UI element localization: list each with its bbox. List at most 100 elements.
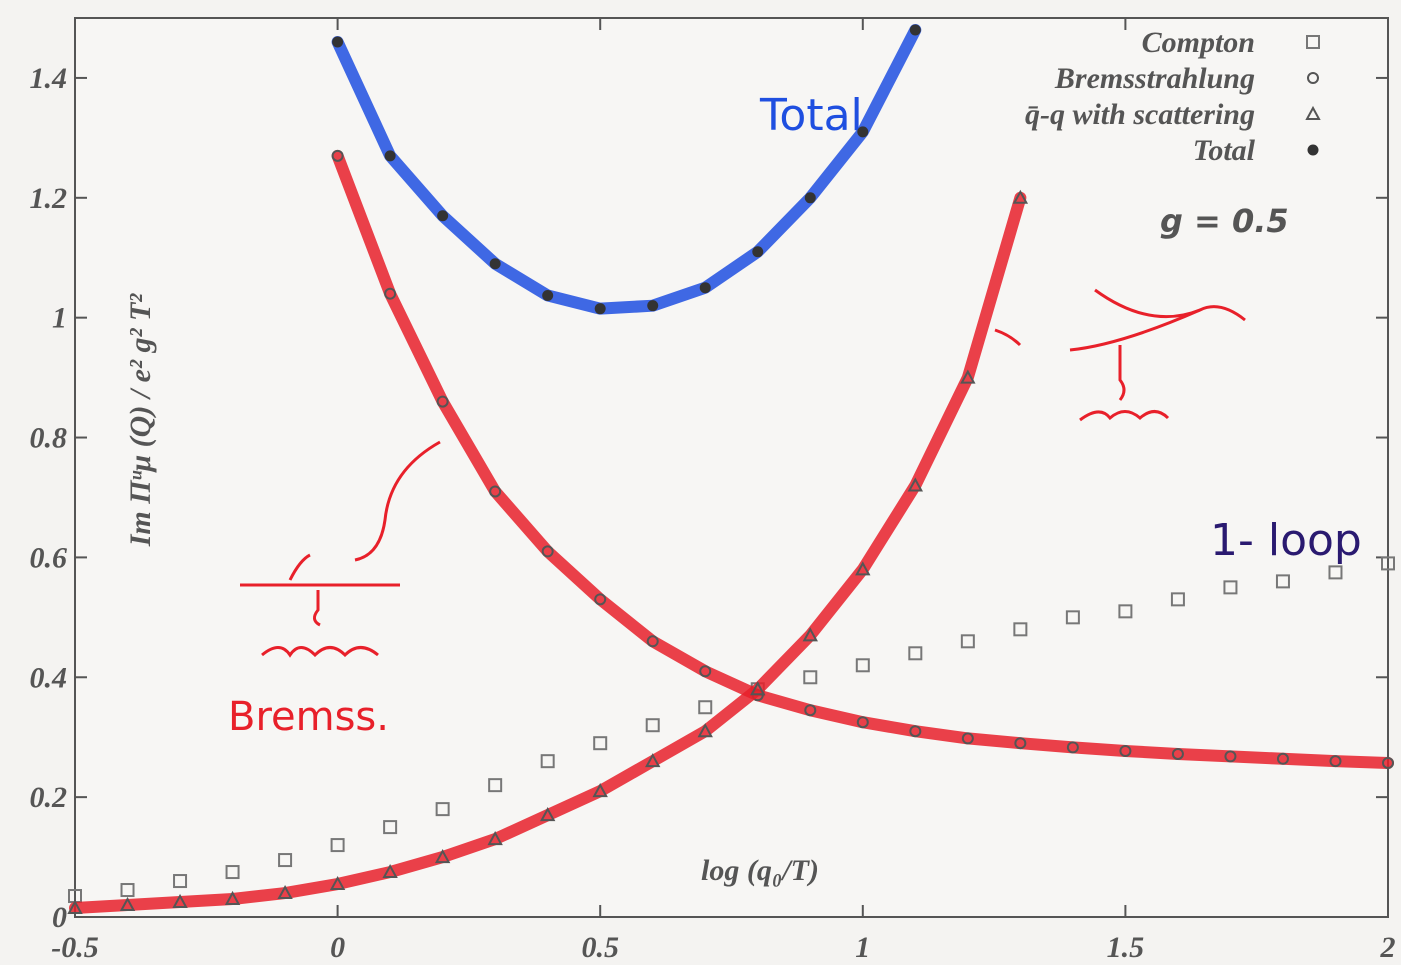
marker bbox=[1328, 565, 1343, 580]
x-tick-label: 1.5 bbox=[1107, 931, 1145, 964]
marker bbox=[224, 890, 241, 906]
x-tick-label: 2 bbox=[1380, 931, 1396, 964]
marker bbox=[434, 848, 451, 864]
y-tick-label: 1.4 bbox=[30, 62, 68, 95]
marker bbox=[329, 875, 346, 891]
marker bbox=[750, 681, 766, 696]
highlight-line bbox=[331, 149, 1394, 769]
y-tick-label: 1.2 bbox=[30, 182, 68, 215]
marker bbox=[1013, 622, 1028, 637]
marker bbox=[436, 395, 449, 408]
annotation: 1- loop bbox=[1210, 515, 1362, 566]
marker bbox=[855, 658, 870, 673]
feynman-sketch bbox=[240, 288, 1246, 658]
marker bbox=[697, 723, 713, 738]
marker bbox=[857, 126, 869, 138]
marker bbox=[1065, 610, 1080, 625]
y-tick-label: 0.4 bbox=[30, 661, 68, 694]
plot-frame bbox=[74, 17, 1389, 918]
highlight-line bbox=[69, 191, 1027, 915]
marker bbox=[1223, 580, 1238, 595]
marker bbox=[592, 783, 608, 798]
x-tick-label: 0 bbox=[330, 931, 345, 964]
marker bbox=[542, 289, 554, 301]
legend-label: Bremsstrahlung bbox=[1054, 62, 1255, 95]
marker bbox=[489, 258, 501, 270]
marker bbox=[539, 807, 556, 822]
marker bbox=[909, 24, 921, 36]
marker bbox=[699, 665, 712, 678]
marker bbox=[1275, 574, 1290, 589]
y-axis-label: Im Πᵘμ (Q) / e² g² T² bbox=[124, 293, 157, 548]
annotation: g = 0.5 bbox=[1160, 202, 1289, 240]
marker bbox=[120, 883, 135, 898]
marker bbox=[384, 150, 396, 162]
marker bbox=[960, 634, 975, 649]
marker bbox=[856, 716, 869, 729]
marker bbox=[384, 287, 397, 300]
marker bbox=[645, 718, 660, 733]
marker bbox=[803, 670, 818, 685]
marker bbox=[647, 300, 659, 312]
marker bbox=[487, 830, 503, 846]
marker bbox=[435, 802, 450, 817]
highlight-line bbox=[331, 23, 922, 315]
legend-label: Compton bbox=[1142, 26, 1255, 59]
marker bbox=[1381, 556, 1395, 571]
marker bbox=[540, 754, 555, 769]
marker bbox=[488, 778, 503, 793]
legend-marker bbox=[1306, 35, 1320, 49]
marker bbox=[1224, 750, 1237, 763]
marker bbox=[1382, 756, 1394, 769]
marker bbox=[172, 893, 188, 909]
marker bbox=[907, 477, 924, 492]
marker bbox=[594, 593, 607, 606]
y-tick-label: 0.6 bbox=[30, 541, 68, 574]
annotation: Bremss. bbox=[228, 694, 389, 740]
x-tick-label: 1 bbox=[855, 931, 870, 964]
marker bbox=[855, 561, 871, 576]
marker bbox=[332, 36, 344, 48]
marker bbox=[541, 545, 554, 558]
marker bbox=[1012, 189, 1029, 204]
y-tick-label: 0.2 bbox=[30, 781, 68, 814]
marker bbox=[1171, 747, 1184, 760]
marker bbox=[698, 700, 713, 715]
y-tick-label: 0.8 bbox=[30, 422, 68, 455]
marker bbox=[331, 149, 344, 162]
marker bbox=[961, 732, 974, 745]
marker bbox=[383, 820, 398, 835]
marker bbox=[489, 485, 502, 498]
marker bbox=[119, 896, 136, 912]
x-tick-label: 0.5 bbox=[581, 931, 619, 964]
marker bbox=[67, 899, 83, 915]
x-axis-label: log (q₀/T) bbox=[701, 854, 819, 887]
legend-label: q̄-q with scattering bbox=[1025, 98, 1255, 131]
marker bbox=[593, 736, 608, 751]
marker bbox=[1329, 755, 1342, 768]
marker bbox=[382, 863, 398, 879]
marker bbox=[752, 246, 764, 258]
marker bbox=[960, 369, 976, 384]
marker bbox=[437, 210, 449, 222]
legend-marker bbox=[1307, 144, 1319, 156]
marker bbox=[646, 635, 659, 648]
annotation: Total bbox=[759, 90, 863, 141]
marker bbox=[1014, 737, 1027, 750]
marker bbox=[1066, 741, 1079, 754]
marker bbox=[1118, 604, 1133, 619]
marker bbox=[804, 704, 817, 717]
marker bbox=[909, 725, 922, 738]
marker bbox=[277, 884, 293, 900]
marker bbox=[908, 646, 923, 661]
marker bbox=[645, 753, 661, 768]
x-tick-label: -0.5 bbox=[51, 931, 99, 964]
legend-marker bbox=[1305, 105, 1321, 120]
marker bbox=[278, 853, 293, 868]
marker bbox=[1119, 744, 1132, 757]
y-tick-label: 1 bbox=[52, 302, 67, 335]
y-tick-label: 0 bbox=[52, 901, 67, 934]
legend-label: Total bbox=[1193, 134, 1256, 167]
marker bbox=[802, 627, 818, 642]
